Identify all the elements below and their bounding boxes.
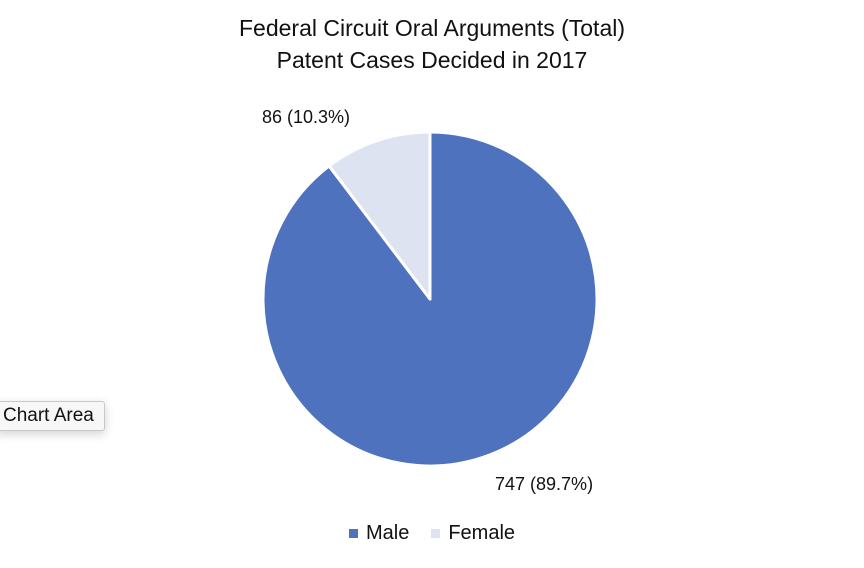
chart-title-line-2: Patent Cases Decided in 2017 [276, 47, 588, 73]
data-label-male: 747 (89.7%) [495, 474, 594, 494]
chart-title: Federal Circuit Oral Arguments (Total) P… [0, 12, 864, 76]
legend-label-female: Female [448, 522, 516, 544]
chart-area-tooltip: Chart Area [0, 401, 105, 431]
legend-label-male: Male [365, 522, 410, 544]
legend-item-male[interactable]: Male [348, 522, 410, 545]
legend-item-female[interactable]: Female [431, 522, 515, 545]
legend-swatch-male [348, 529, 358, 538]
pie-slice-female[interactable] [327, 130, 432, 301]
data-label-female: 86 (10.3%) [262, 107, 351, 127]
legend-swatch-female [431, 529, 441, 538]
chart-title-line-1: Federal Circuit Oral Arguments (Total) [238, 15, 625, 41]
chart-legend[interactable]: Male Female [0, 522, 864, 545]
